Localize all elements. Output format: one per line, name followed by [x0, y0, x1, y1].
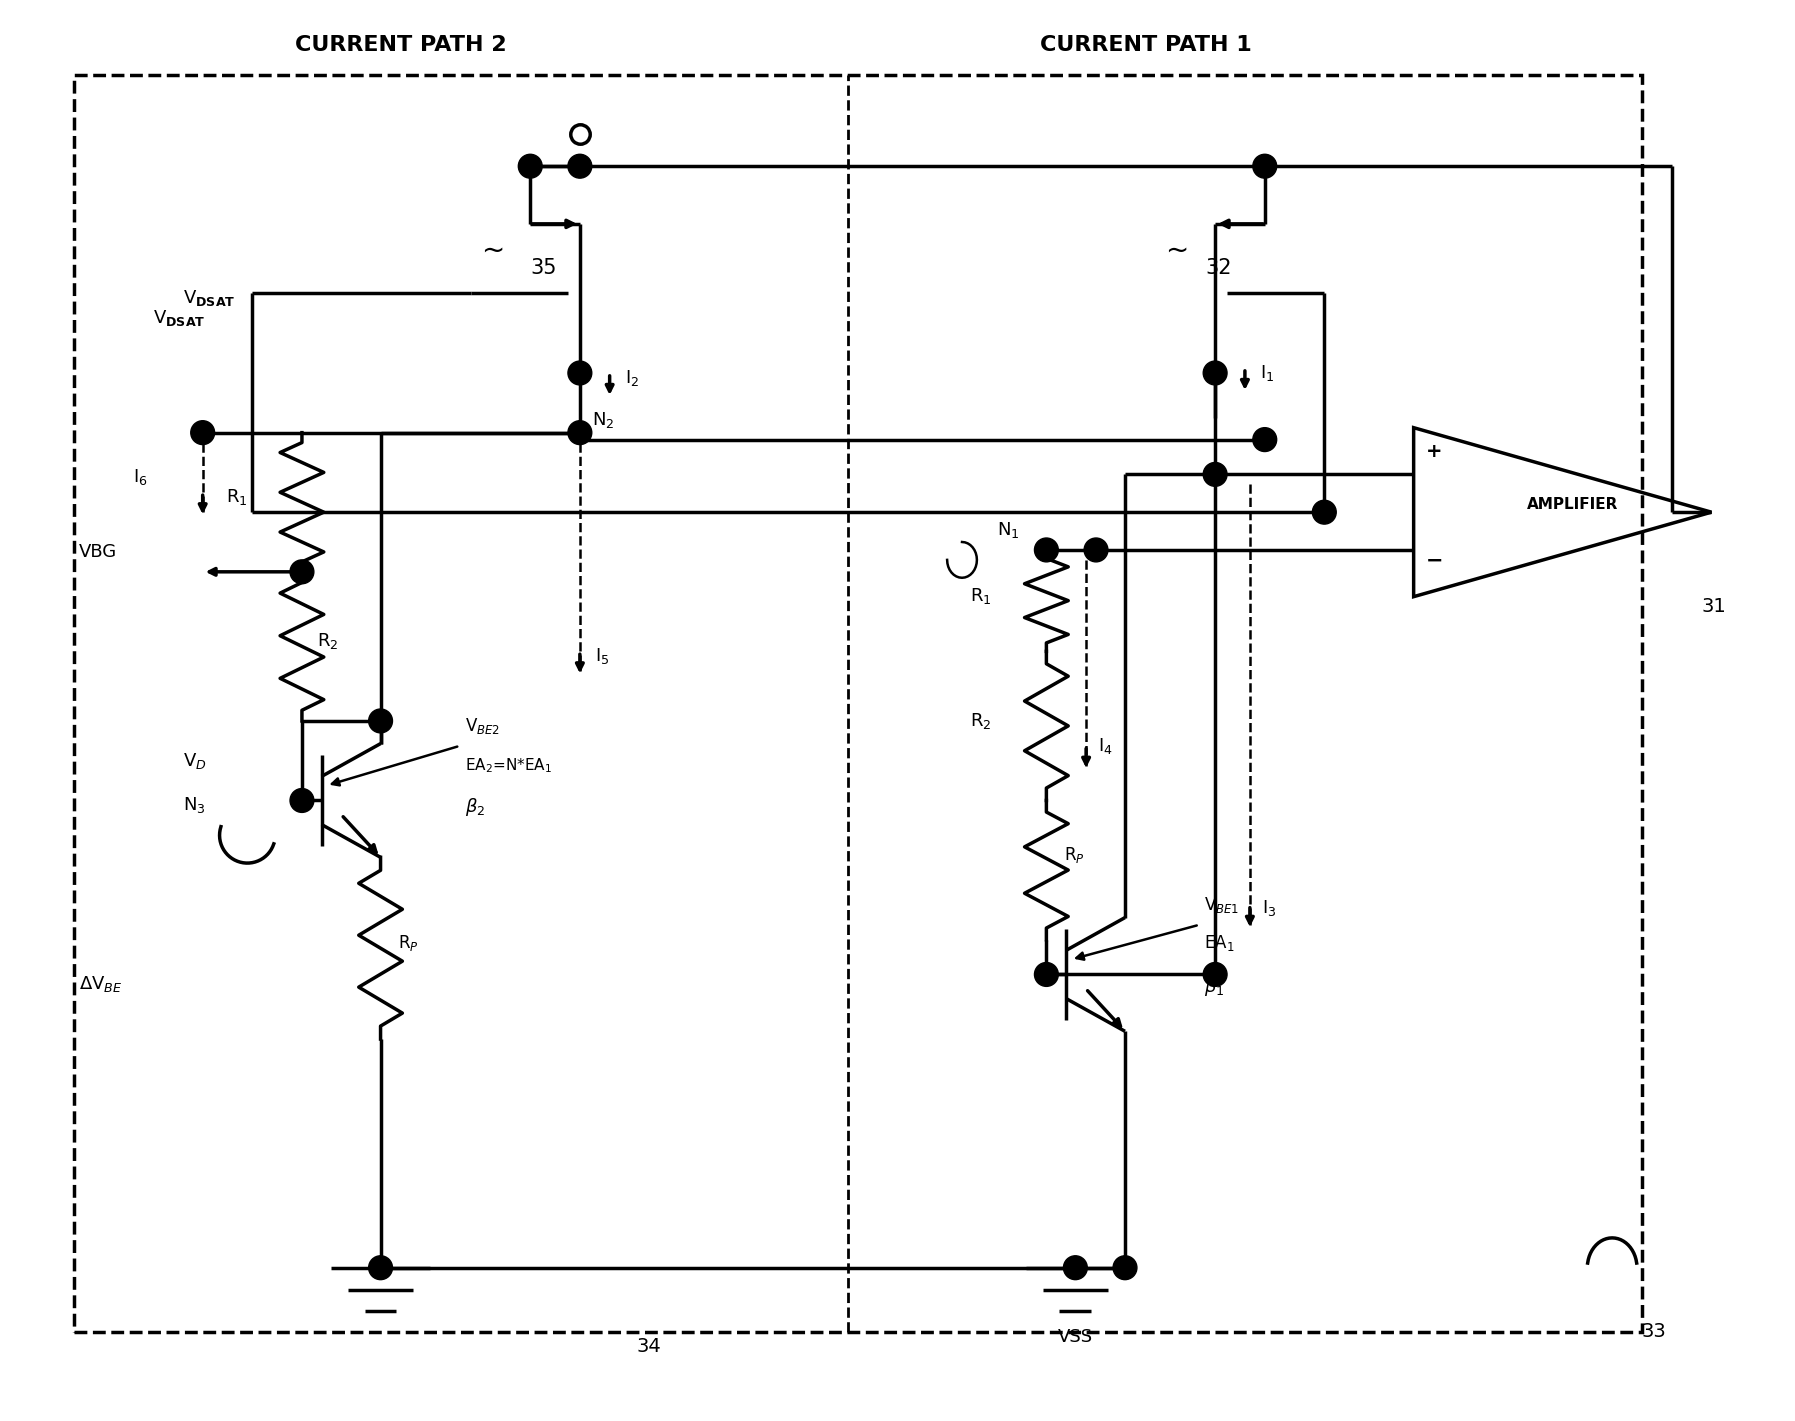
Text: 35: 35	[530, 257, 556, 277]
Text: EA$_1$: EA$_1$	[1204, 932, 1235, 952]
Text: R$_1$: R$_1$	[971, 585, 993, 605]
Text: R$_P$: R$_P$	[398, 934, 420, 953]
Circle shape	[1063, 1256, 1088, 1280]
Text: N$_1$: N$_1$	[996, 520, 1020, 540]
Circle shape	[368, 709, 393, 733]
Circle shape	[291, 789, 314, 813]
Text: 34: 34	[637, 1337, 662, 1356]
Text: N$_2$: N$_2$	[592, 409, 614, 429]
Circle shape	[291, 560, 314, 584]
Text: 31: 31	[1702, 597, 1727, 615]
Text: $\Delta$V$_{BE}$: $\Delta$V$_{BE}$	[79, 975, 122, 995]
Circle shape	[190, 421, 215, 445]
Text: R$_2$: R$_2$	[318, 631, 337, 651]
Text: N$_3$: N$_3$	[183, 796, 205, 816]
Text: R$_P$: R$_P$	[1064, 845, 1084, 865]
Circle shape	[567, 421, 592, 445]
Circle shape	[519, 155, 542, 178]
Text: V$_{BE1}$: V$_{BE1}$	[1204, 895, 1240, 915]
Text: I$_5$: I$_5$	[594, 647, 609, 666]
Text: −: −	[1425, 551, 1443, 571]
Text: VSS: VSS	[1057, 1329, 1093, 1346]
Text: $\beta_1$: $\beta_1$	[1204, 976, 1224, 999]
Text: 33: 33	[1642, 1323, 1668, 1341]
Text: 32: 32	[1204, 257, 1231, 277]
Text: CURRENT PATH 1: CURRENT PATH 1	[1039, 36, 1251, 55]
Text: AMPLIFIER: AMPLIFIER	[1528, 497, 1617, 512]
Circle shape	[1034, 539, 1059, 561]
Text: I$_2$: I$_2$	[625, 368, 639, 388]
Text: R$_2$: R$_2$	[971, 710, 993, 730]
Circle shape	[567, 155, 592, 178]
Text: V$_{\mathbf{DSAT}}$: V$_{\mathbf{DSAT}}$	[183, 288, 235, 308]
Circle shape	[1203, 462, 1228, 486]
Text: R$_1$: R$_1$	[226, 487, 248, 507]
Circle shape	[1084, 539, 1108, 561]
Circle shape	[368, 1256, 393, 1280]
Text: I$_6$: I$_6$	[133, 468, 147, 487]
Text: V$_D$: V$_D$	[183, 750, 206, 770]
Text: $\beta_2$: $\beta_2$	[465, 796, 485, 818]
Circle shape	[1253, 428, 1276, 452]
Circle shape	[567, 361, 592, 385]
Text: I$_4$: I$_4$	[1099, 736, 1113, 756]
Text: V$_{\mathbf{DSAT}}$: V$_{\mathbf{DSAT}}$	[153, 308, 205, 328]
Circle shape	[1203, 361, 1228, 385]
Circle shape	[1203, 962, 1228, 986]
Text: ~: ~	[1165, 237, 1188, 264]
Text: I$_1$: I$_1$	[1260, 362, 1274, 384]
Text: V$_{BE2}$: V$_{BE2}$	[465, 716, 501, 736]
Text: EA$_2$=N*EA$_1$: EA$_2$=N*EA$_1$	[465, 756, 553, 776]
Text: VBG: VBG	[79, 543, 117, 561]
Circle shape	[1312, 500, 1335, 524]
Text: ~: ~	[481, 237, 504, 264]
Circle shape	[1113, 1256, 1136, 1280]
Text: CURRENT PATH 2: CURRENT PATH 2	[296, 36, 506, 55]
Circle shape	[1034, 962, 1059, 986]
Circle shape	[1253, 155, 1276, 178]
Text: +: +	[1425, 442, 1441, 462]
Text: I$_3$: I$_3$	[1262, 898, 1276, 918]
